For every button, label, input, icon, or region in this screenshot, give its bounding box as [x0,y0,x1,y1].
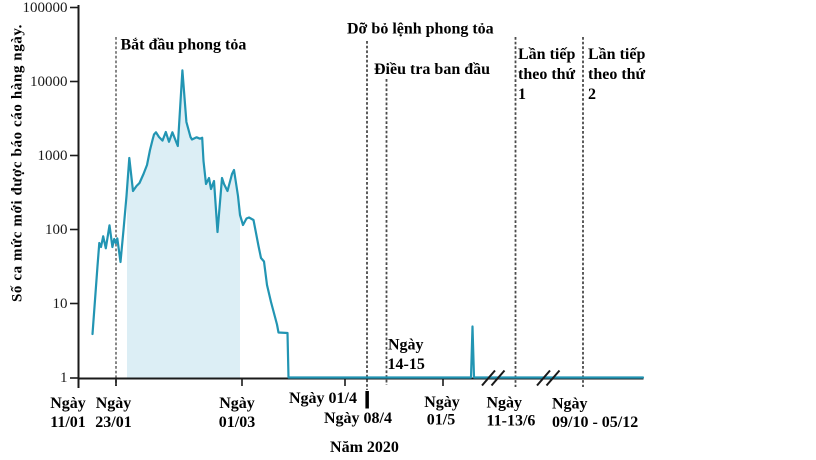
svg-text:Ngày: Ngày [50,395,86,412]
svg-text:Năm 2020: Năm 2020 [330,439,399,456]
svg-text:Ngày 01/4: Ngày 01/4 [289,390,357,407]
svg-text:Dỡ bỏ lệnh phong tỏa: Dỡ bỏ lệnh phong tỏa [347,21,494,38]
svg-text:10: 10 [53,296,68,312]
svg-text:2: 2 [588,86,596,103]
svg-text:Ngày: Ngày [552,396,588,413]
svg-text:Ngày: Ngày [219,395,255,412]
svg-text:Ngày: Ngày [424,394,460,411]
svg-text:Điều tra ban đầu: Điều tra ban đầu [374,61,490,78]
svg-text:09/10 - 05/12: 09/10 - 05/12 [552,414,638,431]
svg-text:14-15: 14-15 [388,356,425,373]
svg-text:23/01: 23/01 [95,414,131,431]
svg-text:Ngày: Ngày [96,395,132,412]
svg-text:11-13/6: 11-13/6 [487,413,536,430]
svg-text:01/5: 01/5 [427,412,455,429]
svg-text:1: 1 [60,370,68,386]
svg-text:100000: 100000 [23,0,68,16]
svg-text:100: 100 [45,222,68,238]
svg-text:11/01: 11/01 [50,414,86,431]
svg-text:1: 1 [518,86,526,103]
svg-text:Lần tiếp: Lần tiếp [518,46,575,63]
svg-text:Số ca mức mới được báo cáo hàn: Số ca mức mới được báo cáo hàng ngày. [10,24,26,302]
svg-text:1000: 1000 [38,148,68,164]
svg-text:theo thứ: theo thứ [518,66,576,83]
svg-text:Ngày 08/4: Ngày 08/4 [324,410,392,427]
svg-text:Bắt đầu phong tỏa: Bắt đầu phong tỏa [121,37,247,54]
svg-text:Lần tiếp: Lần tiếp [588,46,645,63]
svg-text:Ngày: Ngày [388,337,424,354]
svg-text:theo thứ: theo thứ [588,66,646,83]
svg-text:01/03: 01/03 [219,414,255,431]
svg-text:10000: 10000 [30,74,68,90]
svg-text:Ngày: Ngày [487,395,523,412]
